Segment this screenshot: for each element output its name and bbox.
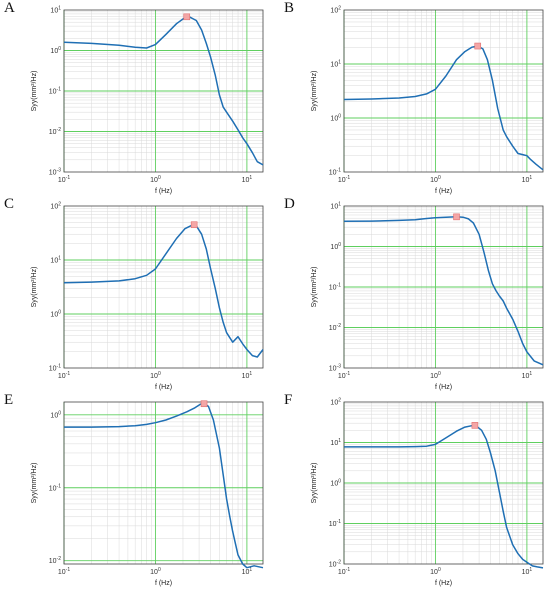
x-tick-label: 10-1 bbox=[338, 567, 350, 576]
plot-area: 10-1 100 101 10-1 100 101 102 f (Hz) Syy(mm²/Hz) bbox=[31, 202, 264, 391]
plot-area: 10-1 100 101 10-3 10-2 10-1 100 101 f (Hz) Syy(mm… bbox=[31, 6, 264, 195]
x-tick-label: 101 bbox=[522, 371, 533, 380]
x-tick-label: 101 bbox=[522, 175, 533, 184]
plot-area: 10-1 100 101 10-2 10-1 100 f (Hz) Syy(mm²/Hz) bbox=[31, 400, 264, 587]
axes-frame bbox=[343, 401, 544, 565]
y-axis-label: Syy(mm²/Hz) bbox=[31, 463, 38, 504]
y-tick-label: 10-1 bbox=[329, 168, 341, 177]
y-tick-label: 100 bbox=[330, 242, 341, 251]
y-tick-label: 102 bbox=[330, 6, 341, 15]
y-tick-label: 100 bbox=[330, 479, 341, 488]
y-tick-label: 101 bbox=[50, 256, 61, 265]
y-axis-label: Syy(mm²/Hz) bbox=[311, 71, 318, 112]
x-axis-label: f (Hz) bbox=[155, 580, 172, 587]
x-tick-label: 101 bbox=[242, 175, 253, 184]
panel-letter: B bbox=[284, 0, 295, 16]
x-tick-label: 100 bbox=[150, 175, 161, 184]
peak-marker bbox=[471, 422, 479, 429]
chart-panel-d: D 10-1 100 101 10-3 10-2 10-1 100 101 f (Hz) Syy(… bbox=[280, 196, 550, 392]
y-tick-label: 10-1 bbox=[329, 283, 341, 292]
y-tick-label: 10-1 bbox=[49, 87, 61, 96]
x-tick-label: 101 bbox=[242, 567, 253, 576]
psd-series-line bbox=[344, 424, 544, 569]
panel-letter: A bbox=[4, 0, 15, 16]
axes-frame bbox=[63, 9, 264, 173]
axes-frame bbox=[343, 205, 544, 369]
y-tick-label: 102 bbox=[330, 398, 341, 407]
y-tick-label: 100 bbox=[330, 114, 341, 123]
psd-series-line bbox=[343, 45, 544, 171]
x-axis-label: f (Hz) bbox=[435, 188, 452, 195]
y-axis-label: Syy(mm²/Hz) bbox=[31, 71, 38, 112]
y-tick-label: 10-2 bbox=[49, 556, 61, 565]
panel-letter: F bbox=[284, 392, 293, 408]
panel-letter: C bbox=[4, 196, 15, 212]
chart-panel-e: E 10-1 100 101 10-2 10-1 100 f (Hz) Syy(mm²/Hz) bbox=[0, 392, 275, 588]
x-tick-label: 100 bbox=[430, 175, 441, 184]
x-axis-label: f (Hz) bbox=[155, 384, 172, 391]
y-tick-label: 100 bbox=[50, 410, 61, 419]
x-tick-label: 101 bbox=[522, 567, 533, 576]
y-tick-label: 10-2 bbox=[49, 127, 61, 136]
panel-letter: D bbox=[284, 196, 295, 212]
x-tick-label: 10-1 bbox=[58, 371, 70, 380]
y-tick-label: 101 bbox=[330, 438, 341, 447]
chart-panel-c: C 10-1 100 101 10-1 100 101 102 f (Hz) Syy(mm²/H… bbox=[0, 196, 275, 392]
chart-panel-b: B 10-1 100 101 10-1 100 101 102 f (Hz) Syy(mm²/H… bbox=[280, 0, 550, 196]
y-axis-label: Syy(mm²/Hz) bbox=[31, 267, 38, 308]
y-tick-label: 100 bbox=[50, 46, 61, 55]
axes-frame bbox=[63, 205, 264, 369]
x-axis-label: f (Hz) bbox=[435, 384, 452, 391]
peak-marker bbox=[474, 42, 482, 50]
y-tick-label: 102 bbox=[50, 202, 61, 211]
x-tick-label: 10-1 bbox=[58, 567, 70, 576]
psd-series-line bbox=[63, 16, 264, 166]
y-tick-label: 10-1 bbox=[49, 364, 61, 373]
psd-series-line bbox=[64, 402, 264, 569]
plot-background bbox=[64, 206, 263, 368]
axes-frame bbox=[343, 9, 544, 173]
y-tick-label: 101 bbox=[330, 60, 341, 69]
y-tick-label: 100 bbox=[50, 310, 61, 319]
chart-panel-a: A 10-1 100 101 10-3 10-2 10-1 100 101 f (Hz) Syy(… bbox=[0, 0, 275, 196]
x-tick-label: 10-1 bbox=[338, 175, 350, 184]
x-tick-label: 101 bbox=[242, 371, 253, 380]
y-tick-label: 101 bbox=[330, 202, 341, 211]
x-tick-label: 10-1 bbox=[58, 175, 70, 184]
x-tick-label: 100 bbox=[150, 567, 161, 576]
x-tick-label: 100 bbox=[150, 371, 161, 380]
y-tick-label: 10-3 bbox=[49, 168, 61, 177]
axes-frame bbox=[63, 401, 264, 565]
peak-marker bbox=[453, 213, 460, 221]
y-tick-label: 10-2 bbox=[329, 560, 341, 569]
peak-marker bbox=[190, 221, 198, 229]
y-axis-label: Syy(mm²/Hz) bbox=[311, 267, 318, 308]
x-axis-label: f (Hz) bbox=[155, 188, 172, 195]
psd-series-line bbox=[63, 224, 264, 358]
y-tick-label: 10-1 bbox=[329, 519, 341, 528]
psd-series-line bbox=[343, 216, 544, 366]
plot-area: 10-1 100 101 10-3 10-2 10-1 100 101 f (Hz) Syy(mm… bbox=[311, 202, 544, 391]
chart-panel-f: F 10-1 100 101 10-2 10-1 100 101 102 f (Hz) Syy(m… bbox=[280, 392, 550, 588]
x-tick-label: 10-1 bbox=[338, 371, 350, 380]
peak-marker bbox=[183, 13, 191, 21]
x-tick-label: 100 bbox=[430, 567, 441, 576]
x-axis-label: f (Hz) bbox=[435, 580, 452, 587]
panel-letter: E bbox=[4, 392, 14, 408]
plot-area: 10-1 100 101 10-1 100 101 102 f (Hz) Syy(mm²/Hz) bbox=[311, 6, 544, 195]
plot-background bbox=[344, 10, 543, 172]
y-tick-label: 10-3 bbox=[329, 364, 341, 373]
plot-background bbox=[64, 402, 263, 564]
y-tick-label: 101 bbox=[50, 6, 61, 15]
y-tick-label: 10-2 bbox=[329, 323, 341, 332]
y-tick-label: 10-1 bbox=[49, 483, 61, 492]
peak-marker bbox=[200, 400, 208, 408]
y-axis-label: Syy(mm²/Hz) bbox=[311, 463, 318, 504]
x-tick-label: 100 bbox=[430, 371, 441, 380]
